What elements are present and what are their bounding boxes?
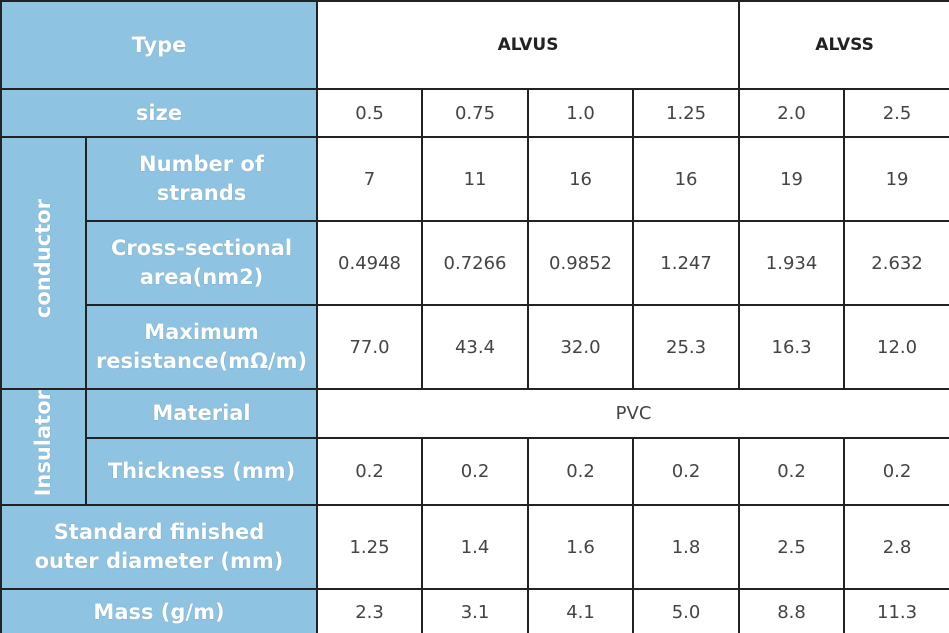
value-cell: 25.3 xyxy=(632,304,741,390)
value-cell: 12.0 xyxy=(843,304,949,390)
row-header: Mass (g/m) xyxy=(0,588,319,633)
table-row: conductor Number of strands 7 11 16 16 19 19 xyxy=(0,136,949,390)
value-cell: 1.4 xyxy=(421,504,530,591)
table-row: Mass (g/m) 2.3 3.1 4.1 5.0 8.8 11.3 xyxy=(0,588,949,633)
value-cell: 11.3 xyxy=(843,588,949,633)
value-cell: 1.247 xyxy=(632,220,741,306)
value-cell: 2.5 xyxy=(738,504,846,591)
value-cell: 0.2 xyxy=(316,436,424,507)
value-cell: 43.4 xyxy=(421,304,530,390)
value-cell: 0.2 xyxy=(632,436,741,507)
value-cell: 0.5 xyxy=(316,88,424,138)
value-cell: 0.9852 xyxy=(527,220,635,306)
vertical-label: Insulator xyxy=(31,390,55,497)
value-cell: 1.25 xyxy=(632,88,741,138)
value-cell: 5.0 xyxy=(632,588,741,633)
value-cell: 1.0 xyxy=(527,88,635,138)
value-cell: 0.2 xyxy=(421,436,530,507)
value-cell: 0.4948 xyxy=(316,220,424,306)
value-cell: 16.3 xyxy=(738,304,846,390)
row-header: Cross-sectional area(nm2) xyxy=(84,220,319,306)
value-cell: 16 xyxy=(527,136,635,222)
value-cell: 77.0 xyxy=(316,304,424,390)
value-cell: 8.8 xyxy=(738,588,846,633)
value-cell: 3.1 xyxy=(421,588,530,633)
value-cell: 0.7266 xyxy=(421,220,530,306)
type-cell: ALVSS xyxy=(738,0,949,90)
value-cell: 0.2 xyxy=(527,436,635,507)
value-cell: 7 xyxy=(316,136,424,222)
value-cell: 1.8 xyxy=(632,504,741,591)
table-row: Maximum resistance(mΩ/m) 77.0 43.4 32.0 25.3… xyxy=(1,304,949,390)
value-cell: 1.934 xyxy=(738,220,846,306)
table-row: Insulator Material PVC xyxy=(0,387,949,507)
value-cell: 0.2 xyxy=(738,436,846,507)
value-cell: 4.1 xyxy=(527,588,635,633)
value-cell: 2.3 xyxy=(316,588,424,633)
type-cell: ALVUS xyxy=(316,0,741,90)
value-cell: 32.0 xyxy=(527,304,635,390)
size-header: size xyxy=(0,88,319,138)
table-row: Thickness (mm) 0.2 0.2 0.2 0.2 0.2 0.2 xyxy=(1,436,949,507)
value-cell: 1.25 xyxy=(316,504,424,591)
value-cell: 2.5 xyxy=(843,88,949,138)
value-cell: 2.8 xyxy=(843,504,949,591)
row-header: Number of strands xyxy=(84,136,319,222)
row-header: Material xyxy=(84,388,319,439)
value-cell: 1.6 xyxy=(527,504,635,591)
value-cell: 11 xyxy=(421,136,530,222)
material-cell: PVC xyxy=(316,388,949,439)
row-header: Standard finished outer diameter (mm) xyxy=(0,504,319,591)
group-header: Insulator xyxy=(0,387,87,507)
group-header: conductor xyxy=(0,136,87,390)
table-row: Type ALVUS ALVSS xyxy=(0,0,949,90)
value-cell: 2.0 xyxy=(738,88,846,138)
value-cell: 2.632 xyxy=(843,220,949,306)
table-row: Cross-sectional area(nm2) 0.4948 0.7266 0.9… xyxy=(1,220,949,306)
row-header: Maximum resistance(mΩ/m) xyxy=(84,304,319,390)
row-header: Thickness (mm) xyxy=(84,436,319,507)
value-cell: 19 xyxy=(738,136,846,222)
value-cell: 16 xyxy=(632,136,741,222)
value-cell: 0.75 xyxy=(421,88,530,138)
value-cell: 0.2 xyxy=(843,436,949,507)
type-header: Type xyxy=(0,0,319,90)
table-row: Standard finished outer diameter (mm) 1.2… xyxy=(0,504,949,591)
value-cell: 19 xyxy=(843,136,949,222)
table-row: size 0.5 0.75 1.0 1.25 2.0 2.5 xyxy=(0,88,949,138)
vertical-label: conductor xyxy=(31,199,55,319)
